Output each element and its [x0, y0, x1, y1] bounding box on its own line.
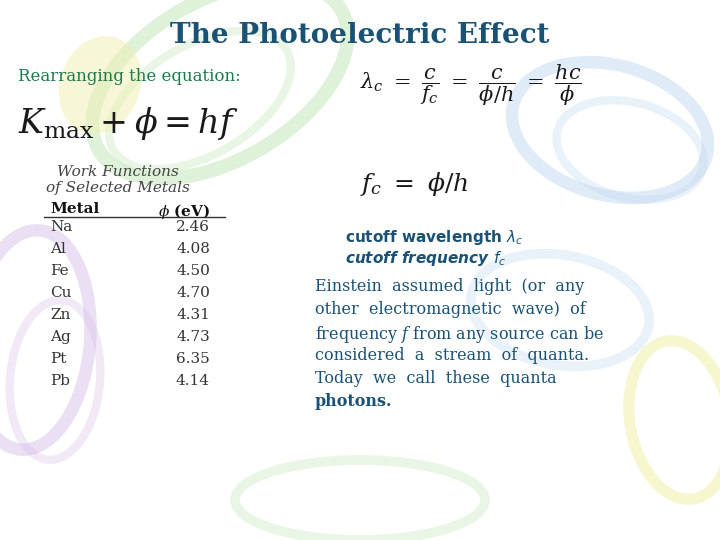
Text: Na: Na — [50, 220, 72, 234]
Text: Fe: Fe — [50, 264, 68, 278]
Text: Ag: Ag — [50, 330, 71, 344]
Text: Pt: Pt — [50, 352, 66, 366]
Text: 2.46: 2.46 — [176, 220, 210, 234]
Text: Einstein  assumed  light  (or  any: Einstein assumed light (or any — [315, 278, 584, 295]
Ellipse shape — [59, 36, 141, 134]
Text: Today  we  call  these  quanta: Today we call these quanta — [315, 370, 557, 387]
Text: Cu: Cu — [50, 286, 71, 300]
Text: Pb: Pb — [50, 374, 70, 388]
Text: Metal: Metal — [50, 202, 99, 216]
Text: Zn: Zn — [50, 308, 71, 322]
Text: $\phi$ (eV): $\phi$ (eV) — [158, 202, 210, 221]
Text: considered  a  stream  of  quanta.: considered a stream of quanta. — [315, 347, 589, 364]
Text: $K_{\rm max} + \phi = hf$: $K_{\rm max} + \phi = hf$ — [18, 105, 238, 142]
Text: photons.: photons. — [315, 393, 392, 410]
Text: 6.35: 6.35 — [176, 352, 210, 366]
Text: 4.70: 4.70 — [176, 286, 210, 300]
Text: 4.50: 4.50 — [176, 264, 210, 278]
Text: Al: Al — [50, 242, 66, 256]
Text: 4.31: 4.31 — [176, 308, 210, 322]
Text: Work Functions: Work Functions — [57, 165, 179, 179]
Text: $f_c \ = \ \phi/h$: $f_c \ = \ \phi/h$ — [360, 170, 469, 198]
Text: of Selected Metals: of Selected Metals — [46, 181, 190, 195]
Text: 4.14: 4.14 — [176, 374, 210, 388]
Text: 4.08: 4.08 — [176, 242, 210, 256]
Text: other  electromagnetic  wave)  of: other electromagnetic wave) of — [315, 301, 586, 318]
Text: 4.73: 4.73 — [176, 330, 210, 344]
Text: cutoff frequency $f_c$: cutoff frequency $f_c$ — [345, 249, 506, 268]
Text: cutoff wavelength $\lambda_c$: cutoff wavelength $\lambda_c$ — [345, 228, 523, 247]
Text: The Photoelectric Effect: The Photoelectric Effect — [170, 22, 550, 49]
Text: Rearranging the equation:: Rearranging the equation: — [18, 68, 240, 85]
Text: frequency $f$ from any source can be: frequency $f$ from any source can be — [315, 324, 604, 345]
Text: $\lambda_c \ = \ \dfrac{c}{f_c} \ = \ \dfrac{c}{\phi/h} \ = \ \dfrac{hc}{\phi}$: $\lambda_c \ = \ \dfrac{c}{f_c} \ = \ \d… — [360, 62, 582, 107]
